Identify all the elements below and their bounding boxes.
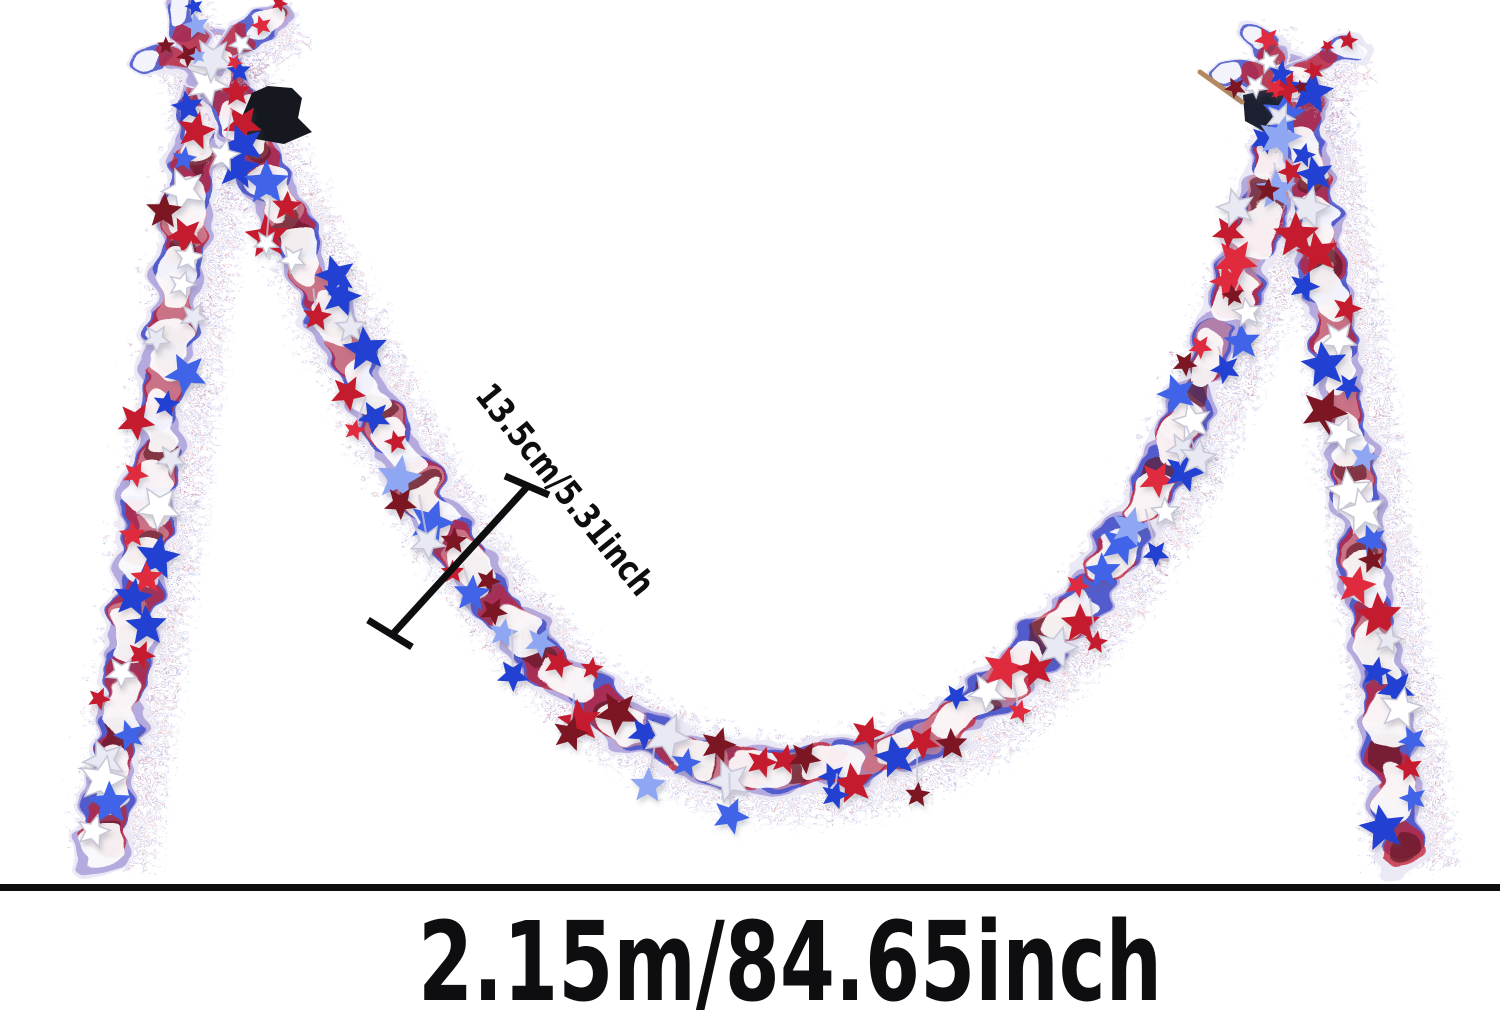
length-dimension: 2.15m/84.65inch	[0, 884, 1500, 1010]
dimension-line	[388, 484, 530, 639]
hanging-clips	[238, 69, 1289, 144]
foil-stars	[77, 0, 1426, 851]
length-rule	[0, 884, 1500, 891]
total-length-label: 2.15m/84.65inch	[418, 898, 1162, 1010]
dimension-end-cap	[366, 617, 414, 650]
dimension-end-cap	[503, 472, 551, 499]
